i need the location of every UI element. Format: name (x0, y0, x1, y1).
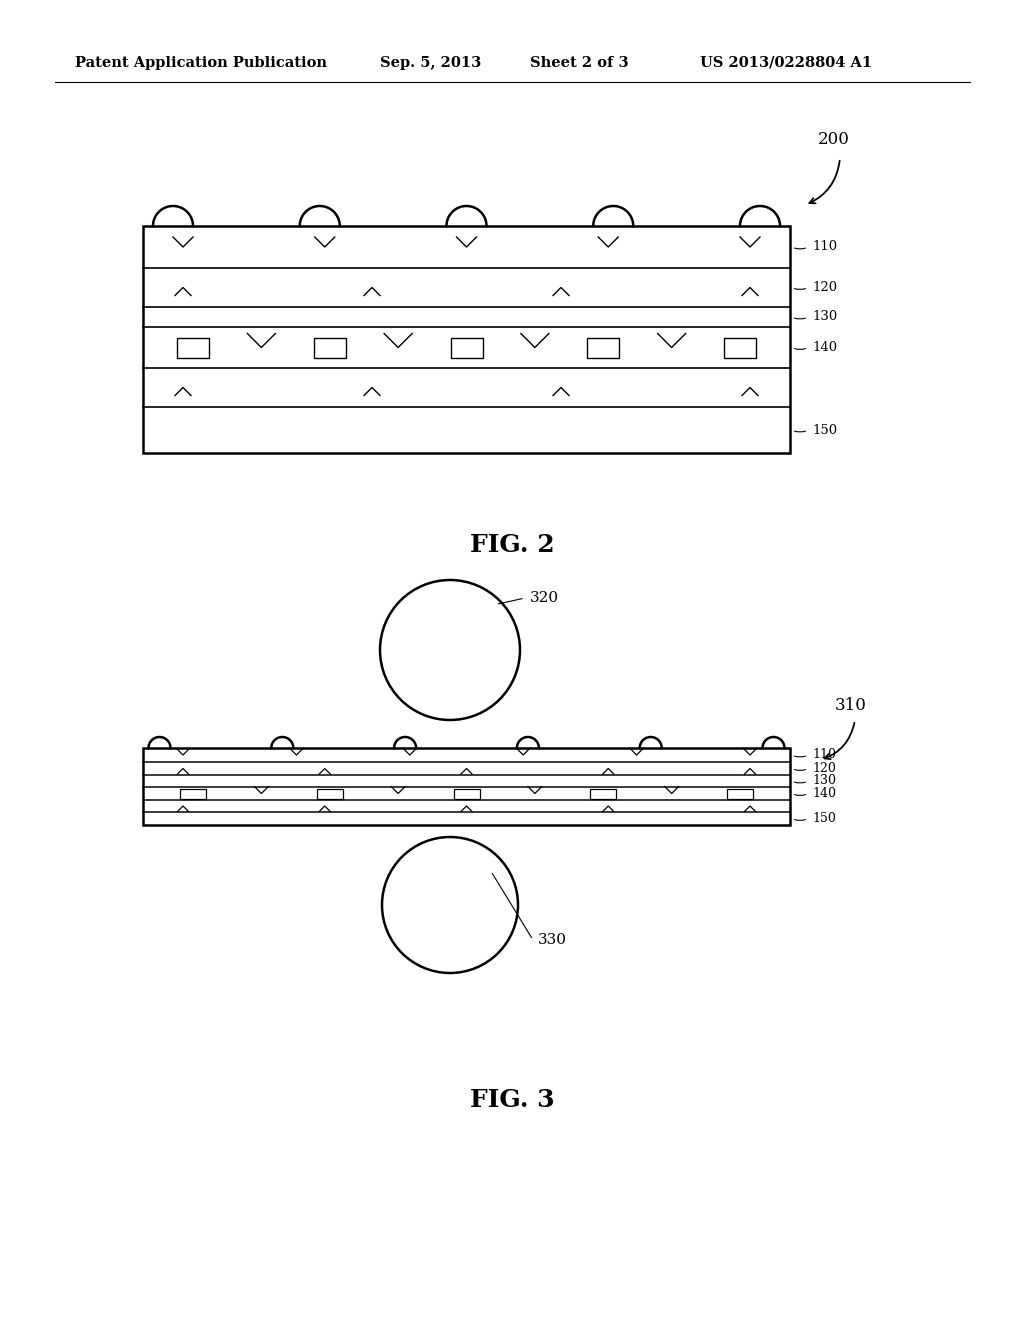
Text: 130: 130 (812, 775, 836, 788)
Text: 140: 140 (812, 341, 838, 354)
Bar (587, 338, 620, 358)
Bar (180, 788, 206, 799)
Bar (724, 338, 756, 358)
Bar (313, 338, 346, 358)
Text: FIG. 2: FIG. 2 (470, 533, 554, 557)
Text: 320: 320 (530, 591, 559, 605)
Bar (590, 788, 616, 799)
Text: Patent Application Publication: Patent Application Publication (75, 55, 327, 70)
Bar (727, 788, 753, 799)
Bar (454, 788, 479, 799)
Text: 110: 110 (812, 748, 836, 762)
Bar (451, 338, 482, 358)
Text: 120: 120 (812, 281, 838, 294)
Text: 310: 310 (835, 697, 867, 714)
Bar (143, 226, 790, 453)
Text: 150: 150 (812, 424, 838, 437)
Bar (143, 748, 790, 825)
Text: 150: 150 (812, 812, 836, 825)
Text: Sep. 5, 2013: Sep. 5, 2013 (380, 55, 481, 70)
Text: 120: 120 (812, 762, 836, 775)
Text: 330: 330 (538, 933, 567, 946)
Text: 140: 140 (812, 787, 836, 800)
Text: 200: 200 (818, 132, 850, 149)
Text: FIG. 3: FIG. 3 (470, 1088, 554, 1111)
Text: 130: 130 (812, 310, 838, 323)
Text: US 2013/0228804 A1: US 2013/0228804 A1 (700, 55, 872, 70)
Text: 110: 110 (812, 240, 838, 253)
Text: Sheet 2 of 3: Sheet 2 of 3 (530, 55, 629, 70)
Bar (316, 788, 343, 799)
Bar (177, 338, 209, 358)
